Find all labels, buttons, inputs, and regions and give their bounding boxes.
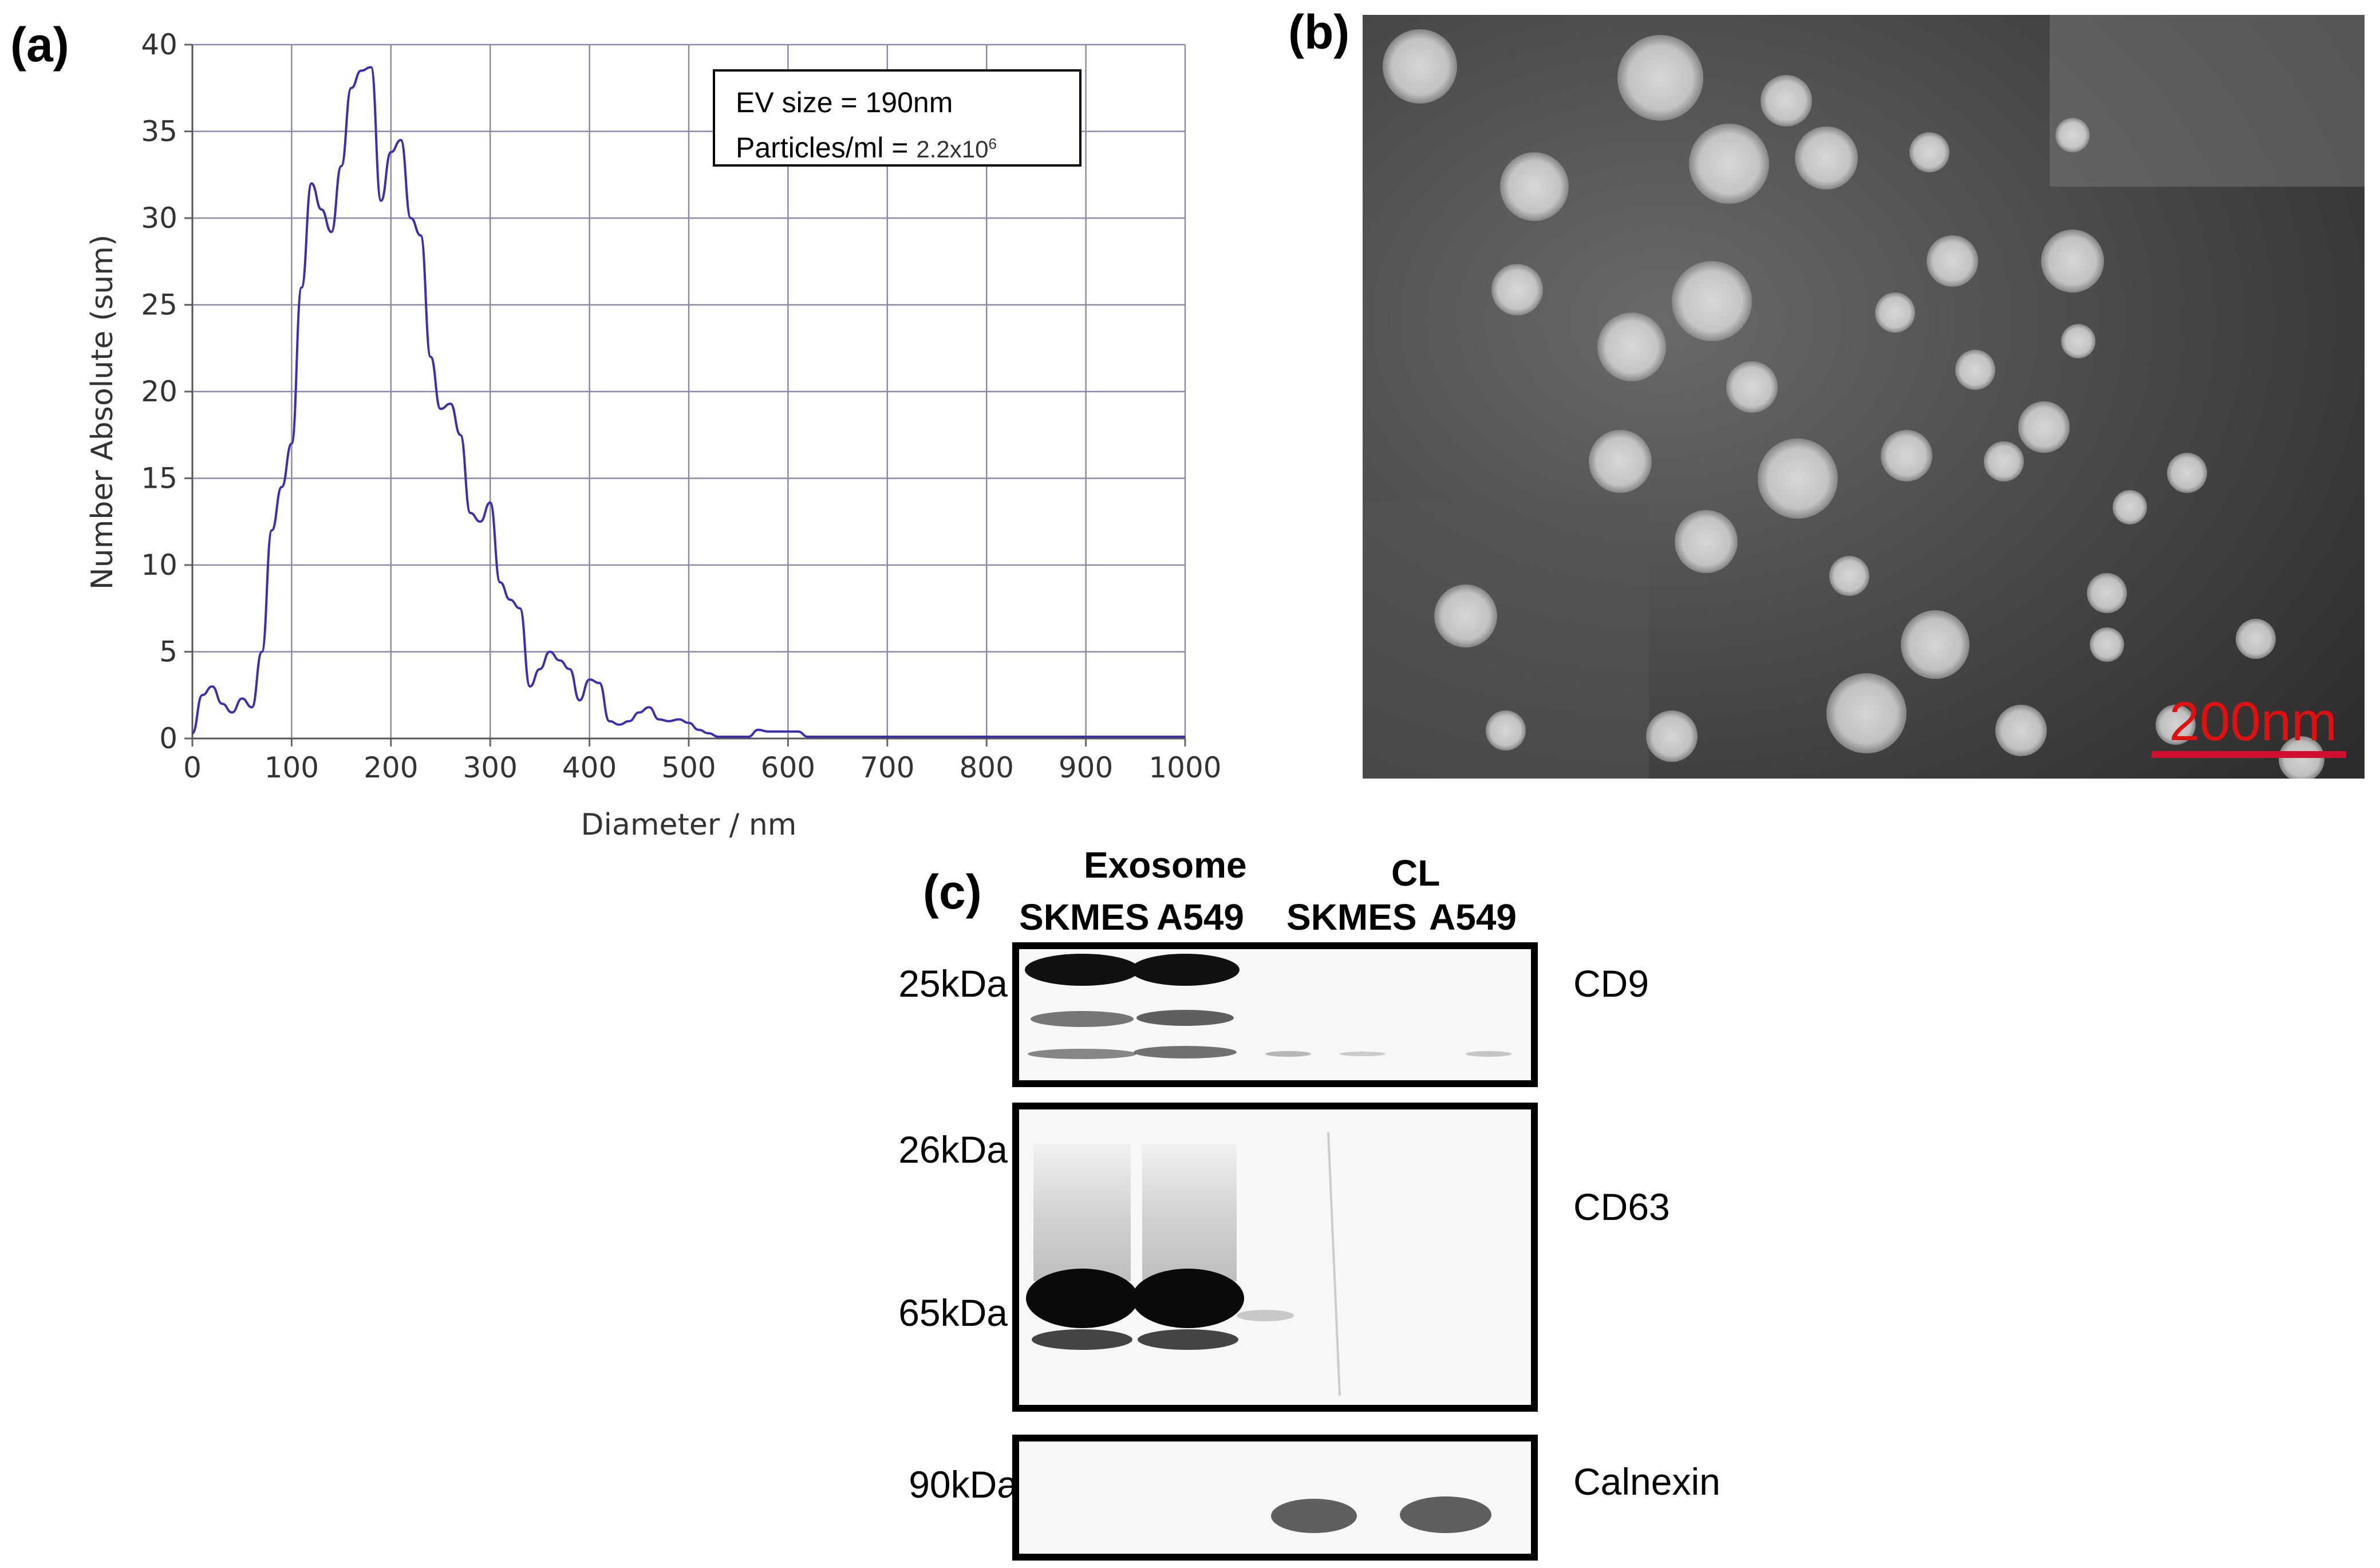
x-tick-label-400: 400: [562, 751, 617, 784]
vesicle: [2156, 705, 2196, 745]
vesicle: [1758, 439, 1838, 519]
chart-annotation-box: EV size = 190nm Particles/ml = 2.2x106: [713, 69, 1082, 167]
vesicle: [1955, 350, 1995, 390]
vesicle: [1434, 584, 1497, 647]
y-tick-label-5: 5: [159, 635, 177, 669]
y-tick-label-20: 20: [141, 375, 177, 408]
vesicle: [1589, 430, 1652, 493]
vesicle: [1826, 673, 1907, 753]
vesicle: [1829, 556, 1869, 596]
series-line-number-absolute: [191, 66, 1185, 738]
vesicle: [2061, 324, 2095, 358]
vesicle: [1491, 264, 1543, 315]
vesicle: [1984, 441, 2024, 481]
vesicle: [1761, 75, 1812, 127]
vesicle: [2113, 490, 2147, 524]
x-tick-label-800: 800: [959, 751, 1013, 784]
x-tick-label-700: 700: [860, 751, 914, 784]
panel-label-a: (a): [10, 18, 69, 72]
marker-label-calnexin: Calnexin: [1573, 1460, 1720, 1503]
blot-calnexin: [1012, 1435, 1538, 1561]
x-tick-label-200: 200: [364, 751, 418, 784]
vesicle: [1500, 152, 1569, 221]
size-distribution-chart: 0 100 200 300 400 500 600 700 800 900 1000 0 5 10 15 20…: [85, 28, 1222, 842]
scale-bar-label: 200nm: [2169, 691, 2337, 752]
vesicle: [2055, 118, 2090, 152]
vesicle: [2167, 453, 2207, 493]
lane-label-exosome-skmes: SKMES: [1019, 896, 1150, 938]
vesicle: [1597, 313, 1666, 381]
vesicle: [1672, 261, 1752, 341]
blot-cd9: [1012, 942, 1538, 1087]
panel-label-c: (c): [923, 865, 982, 919]
vesicle: [1881, 430, 1932, 481]
y-tick-label-30: 30: [141, 202, 177, 235]
vesicle: [1875, 293, 1915, 333]
chart-axes: [184, 44, 1186, 747]
vesicle: [2236, 619, 2276, 659]
annotation-particles-value: 2.2x106: [916, 135, 997, 163]
y-tick-label-25: 25: [141, 289, 177, 322]
vesicle: [1675, 510, 1738, 573]
mw-label-calnexin: 90kDa: [909, 1463, 1018, 1506]
lane-label-cl-a549: A549: [1429, 896, 1517, 938]
y-tick-label-0: 0: [159, 722, 177, 755]
annotation-ev-size: EV size = 190nm: [736, 86, 953, 119]
mw-label-cd63-top: 26kDa: [898, 1128, 1008, 1171]
marker-label-cd63: CD63: [1573, 1186, 1670, 1228]
y-tick-label-35: 35: [141, 115, 177, 148]
y-tick-label-10: 10: [141, 548, 177, 582]
vesicle: [1726, 361, 1778, 413]
vesicle: [2018, 401, 2070, 453]
panel-label-b: (b): [1288, 5, 1350, 59]
x-tick-label-500: 500: [661, 751, 716, 784]
x-tick-label-0: 0: [183, 751, 202, 784]
group-label-cl: CL: [1391, 852, 1440, 894]
vesicle: [1901, 610, 1969, 679]
x-tick-label-1000: 1000: [1148, 751, 1221, 784]
lane-label-cl-skmes: SKMES: [1286, 896, 1417, 938]
chart-tick-labels: 0 100 200 300 400 500 600 700 800 900 1000 0 5 10 15 20…: [141, 28, 1221, 784]
scale-bar: [2152, 751, 2346, 758]
y-axis-title: Number Absolute (sum): [85, 235, 120, 590]
vesicle: [1795, 127, 1858, 189]
x-tick-label-600: 600: [761, 751, 815, 784]
tem-micrograph: 200nm: [1363, 15, 2365, 779]
x-axis-title: Diameter / nm: [581, 808, 797, 842]
annotation-particles: Particles/ml = 2.2x106: [736, 123, 1079, 170]
vesicle: [1689, 124, 1769, 204]
vesicle-particles: [1383, 29, 2324, 779]
x-tick-label-300: 300: [463, 751, 517, 784]
vesicle: [2087, 573, 2127, 613]
blot-cd63: [1012, 1103, 1538, 1412]
vesicle: [1383, 29, 1457, 104]
annotation-particles-label: Particles/ml =: [736, 132, 909, 164]
mw-label-cd63-bottom: 65kDa: [898, 1291, 1008, 1334]
vesicle: [1617, 35, 1703, 121]
vesicle: [1646, 710, 1698, 762]
y-tick-label-40: 40: [141, 28, 177, 61]
x-tick-label-100: 100: [265, 751, 319, 784]
x-tick-label-900: 900: [1059, 751, 1113, 784]
marker-label-cd9: CD9: [1573, 962, 1649, 1005]
vesicle: [1927, 235, 1978, 287]
vesicle: [2041, 230, 2104, 293]
vesicle: [1909, 132, 1949, 172]
vesicle: [2090, 627, 2124, 662]
y-tick-label-15: 15: [141, 462, 177, 495]
group-label-exosome: Exosome: [1084, 844, 1247, 886]
lane-label-exosome-a549: A549: [1157, 896, 1244, 938]
mw-label-cd9: 25kDa: [898, 962, 1008, 1005]
vesicle: [1995, 705, 2047, 756]
vesicle: [1486, 710, 1526, 751]
